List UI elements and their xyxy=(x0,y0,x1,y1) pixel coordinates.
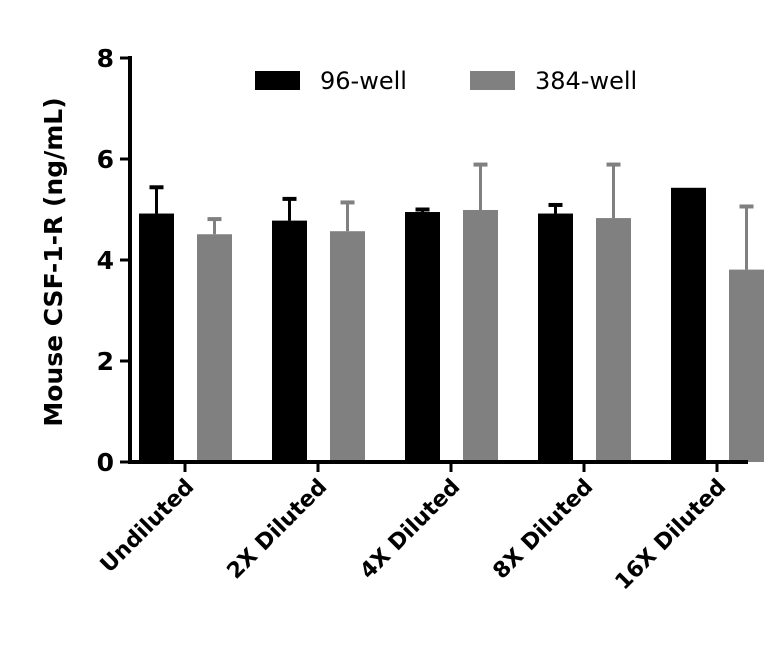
x-tick-label: 16X Diluted xyxy=(611,475,732,596)
y-axis-label: Mouse CSF-1-R (ng/mL) xyxy=(39,97,68,426)
y-tick-label: 8 xyxy=(97,44,114,73)
bar xyxy=(272,220,307,462)
bars-layer xyxy=(139,162,764,462)
bar xyxy=(729,269,764,462)
bar xyxy=(139,213,174,462)
x-tick-label: 8X Diluted xyxy=(489,475,599,585)
x-tick-label: 2X Diluted xyxy=(223,475,333,585)
x-tick-label: 4X Diluted xyxy=(356,475,466,585)
legend-swatch xyxy=(470,71,515,90)
bar xyxy=(330,231,365,462)
legend: 96-well 384-well xyxy=(255,67,637,95)
bar xyxy=(197,234,232,462)
bar xyxy=(538,213,573,462)
bar xyxy=(463,210,498,462)
legend-label: 384-well xyxy=(535,67,637,95)
legend-swatch xyxy=(255,71,300,90)
bar xyxy=(596,218,631,462)
y-tick-label: 4 xyxy=(97,246,114,275)
y-tick-label: 2 xyxy=(97,347,114,376)
bar xyxy=(405,212,440,462)
bar xyxy=(671,187,706,462)
x-tick-label: Undiluted xyxy=(96,475,199,578)
legend-label: 96-well xyxy=(320,67,407,95)
y-tick-label: 0 xyxy=(97,448,114,477)
y-tick-label: 6 xyxy=(97,145,114,174)
